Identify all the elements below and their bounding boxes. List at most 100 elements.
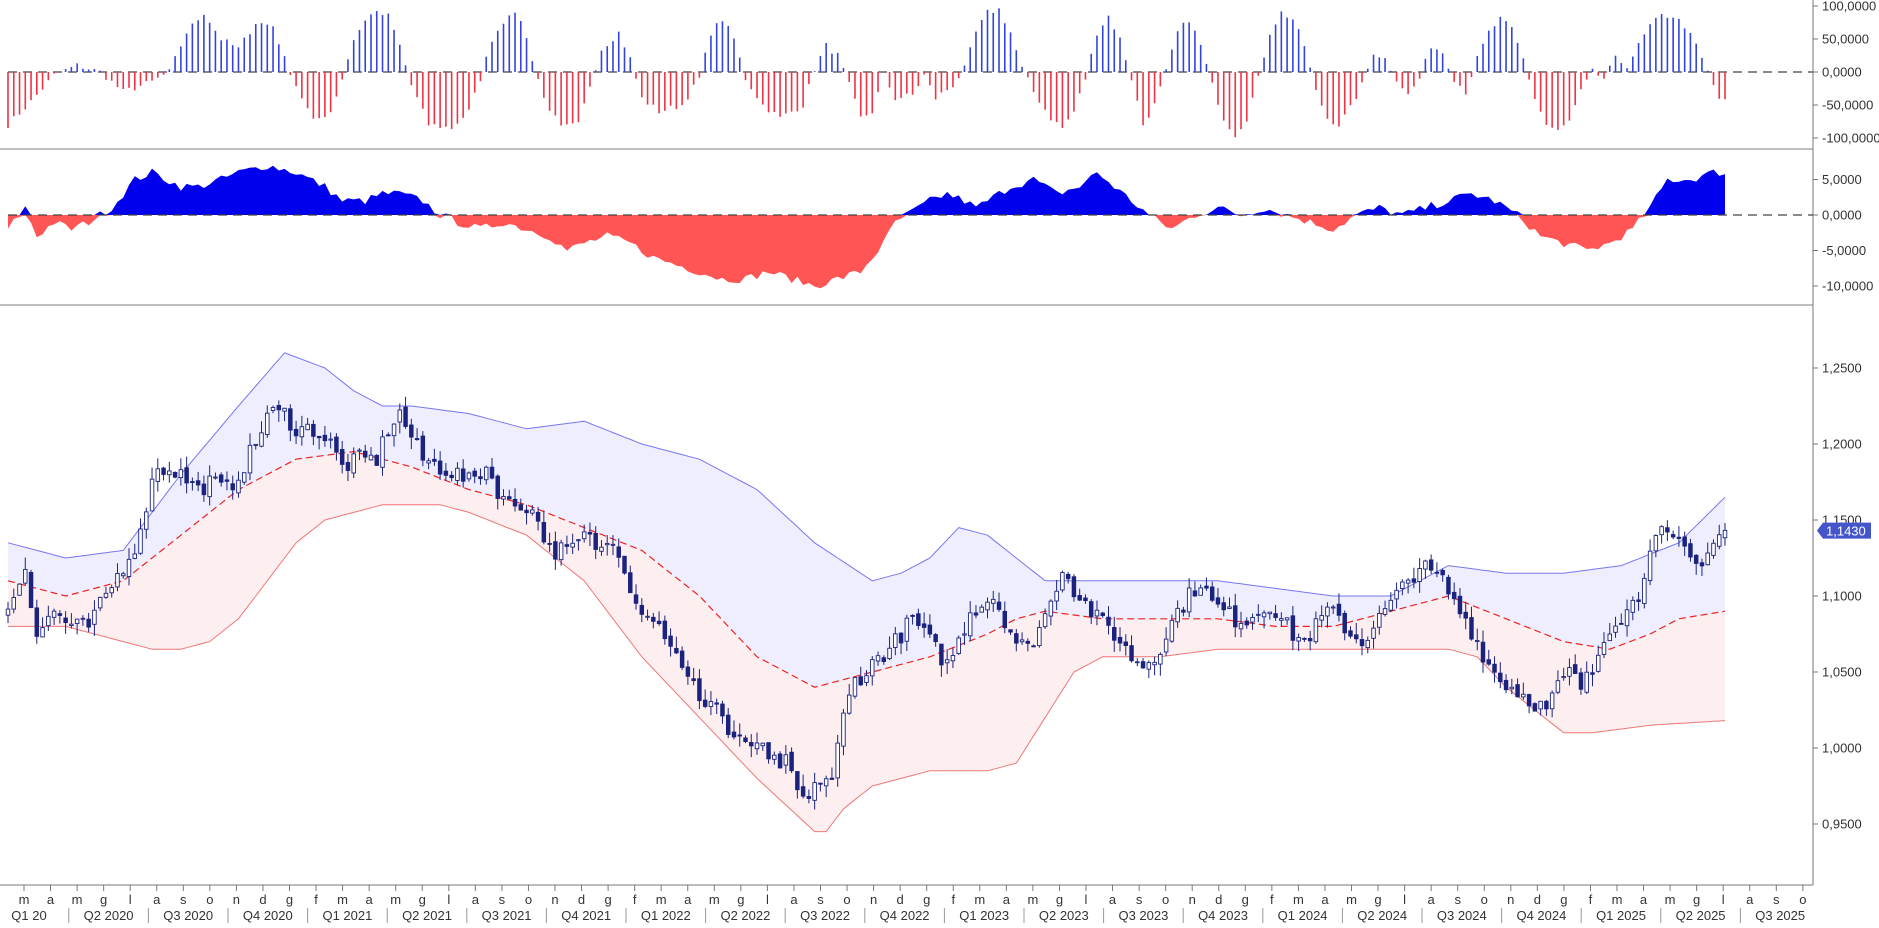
candle-body — [604, 542, 610, 546]
candle-body — [760, 742, 766, 747]
candle-body — [368, 454, 374, 461]
candle-body — [507, 496, 512, 500]
month-tick-label: g — [1560, 892, 1567, 907]
price-y-tick-label: 1,2000 — [1822, 437, 1862, 452]
candle-body — [933, 634, 938, 643]
candle-body — [489, 466, 495, 479]
candle-body — [1129, 645, 1134, 662]
lower-band-line — [8, 504, 1726, 833]
candle-body — [1417, 568, 1422, 582]
quarter-tick-label: Q1 2022 — [641, 908, 691, 923]
candle-body — [668, 635, 673, 647]
upper-band-line — [7, 352, 1726, 597]
candle-body — [218, 474, 224, 483]
month-tick-label: g — [419, 892, 426, 907]
candle-body — [184, 467, 189, 484]
candle-body — [702, 699, 708, 707]
candle-body — [725, 714, 731, 735]
candle-body — [858, 676, 863, 686]
candle-body — [967, 612, 973, 637]
candle-body — [1227, 606, 1232, 609]
candle-body — [1596, 654, 1601, 672]
candle-body — [1584, 671, 1589, 693]
candle-body — [501, 495, 506, 500]
candle-body — [236, 479, 241, 494]
candle-body — [5, 608, 11, 616]
quarter-tick-label: Q2 2023 — [1039, 908, 1089, 923]
candle-body — [1400, 581, 1405, 589]
histogram-y-tick-label: 0,0000 — [1822, 65, 1862, 80]
month-tick-label: a — [1321, 892, 1329, 907]
candle-body — [564, 544, 570, 547]
candle-body — [46, 615, 51, 627]
candle-body — [1475, 640, 1480, 643]
candle-body — [483, 466, 489, 481]
candle-body — [351, 453, 356, 474]
candle-body — [1572, 664, 1578, 674]
candle-body — [743, 737, 748, 743]
candle-body — [881, 657, 887, 662]
candle-body — [132, 553, 137, 559]
quarter-tick-label: Q2 2024 — [1357, 908, 1407, 923]
candle-body — [161, 467, 166, 475]
candle-body — [1054, 590, 1059, 602]
month-tick-label: m — [1027, 892, 1038, 907]
area-y-tick-label: -5,0000 — [1822, 243, 1866, 258]
candle-body — [754, 742, 760, 750]
candle-body — [334, 436, 339, 453]
candle-body — [432, 458, 437, 462]
candle-body — [1296, 637, 1301, 642]
candle-body — [1486, 659, 1492, 665]
candle-body — [628, 572, 633, 594]
candle-body — [1302, 637, 1307, 640]
candle-body — [1578, 672, 1584, 690]
candle-body — [362, 450, 368, 458]
candle-body — [846, 694, 852, 714]
candle-body — [92, 609, 97, 625]
candle-body — [1198, 587, 1203, 596]
month-tick-label: s — [817, 892, 824, 907]
area-y-tick-label: 5,0000 — [1822, 172, 1862, 187]
month-tick-label: g — [923, 892, 930, 907]
candle-body — [581, 531, 587, 540]
candle-body — [495, 475, 500, 499]
candle-body — [610, 543, 616, 546]
candle-body — [985, 601, 990, 611]
candle-body — [1446, 576, 1451, 595]
candle-body — [1659, 526, 1664, 536]
month-tick-label: n — [870, 892, 877, 907]
candle-body — [1717, 534, 1722, 547]
quarter-tick-label: Q2 2025 — [1676, 908, 1726, 923]
candle-body — [1503, 679, 1509, 691]
candle-body — [1307, 638, 1313, 642]
candle-body — [1071, 576, 1077, 598]
candle-body — [1014, 633, 1019, 644]
candle-body — [120, 573, 126, 577]
candle-body — [357, 449, 362, 452]
month-tick-label: l — [129, 892, 132, 907]
candle-body — [472, 470, 477, 477]
month-tick-label: l — [447, 892, 450, 907]
month-tick-label: d — [897, 892, 904, 907]
candle-body — [656, 620, 662, 625]
candle-body — [1279, 618, 1284, 621]
candle-body — [74, 618, 80, 624]
candle-body — [1037, 626, 1042, 647]
candle-body — [345, 462, 351, 471]
candle-body — [1647, 550, 1653, 581]
month-tick-label: f — [314, 892, 318, 907]
candle-body — [253, 443, 258, 446]
month-tick-label: a — [790, 892, 798, 907]
quarter-tick-label: Q4 2021 — [561, 908, 611, 923]
candle-body — [547, 542, 552, 545]
candle-body — [1705, 552, 1710, 566]
candle-body — [1636, 599, 1641, 602]
month-tick-label: g — [1242, 892, 1249, 907]
candle-body — [1008, 629, 1013, 633]
quarter-tick-label: Q3 2023 — [1118, 908, 1168, 923]
candle-body — [777, 753, 783, 769]
candle-body — [1221, 602, 1226, 611]
candle-body — [633, 594, 639, 604]
candle-body — [414, 438, 420, 441]
candle-body — [1423, 560, 1428, 570]
